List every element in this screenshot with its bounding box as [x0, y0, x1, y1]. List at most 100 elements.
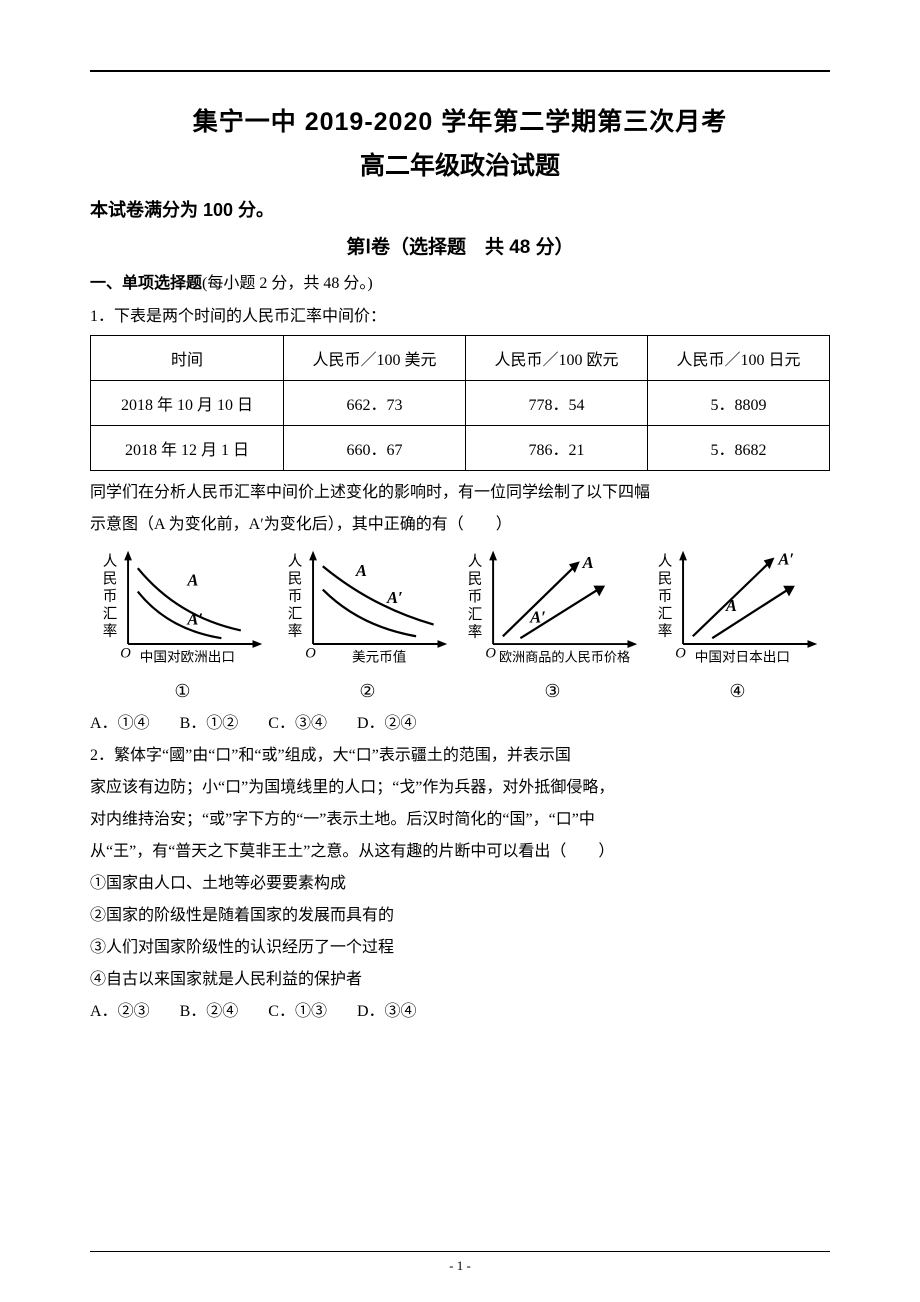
svg-text:欧洲商品的人民币价格: 欧洲商品的人民币价格 [499, 650, 630, 665]
q1-opt-c-text: ③④ [295, 715, 327, 732]
table-header: 人民币／100 欧元 [465, 336, 647, 381]
chart-1-svg: 人 民 币 汇 率 O A A′ 中国对欧洲出口 [95, 545, 270, 675]
svg-text:率: 率 [103, 623, 118, 640]
svg-text:中国对欧洲出口: 中国对欧洲出口 [140, 650, 235, 665]
chart-1: 人 民 币 汇 率 O A A′ 中国对欧洲出口 ① [90, 545, 275, 702]
svg-text:人: 人 [658, 553, 673, 570]
table-cell: 662．73 [283, 381, 465, 426]
svg-text:A: A [355, 561, 367, 580]
table-row: 2018 年 12 月 1 日 660．67 786．21 5．8682 [91, 426, 830, 471]
svg-text:人: 人 [288, 553, 303, 570]
table-row: 2018 年 10 月 10 日 662．73 778．54 5．8809 [91, 381, 830, 426]
chart-1-num: ① [174, 681, 190, 702]
title-main: 集宁一中 2019-2020 学年第二学期第三次月考 [90, 102, 830, 138]
svg-text:汇: 汇 [288, 606, 303, 623]
top-rule [90, 70, 830, 72]
q2-opt-d: D．③④ [357, 1003, 417, 1020]
svg-text:O: O [675, 646, 686, 662]
chart-2: 人 民 币 汇 率 O A A′ 美元币值 ② [275, 545, 460, 702]
svg-text:人: 人 [468, 553, 483, 570]
q1-opt-d: D．②④ [357, 715, 417, 732]
svg-text:O: O [305, 646, 316, 662]
q2-line: ②国家的阶级性是随着国家的发展而具有的 [90, 900, 830, 932]
q2-opt-b: B．②④ [180, 1003, 239, 1020]
q1-options: A．①④ B．①② C．③④ D．②④ [90, 708, 830, 740]
svg-text:A: A [725, 596, 737, 615]
table-header: 人民币／100 美元 [283, 336, 465, 381]
volume-heading: 第Ⅰ卷（选择题 共 48 分） [90, 232, 830, 259]
q1-opt-d-text: ②④ [385, 715, 417, 732]
table-cell: 2018 年 10 月 10 日 [91, 381, 284, 426]
q1-stem: 1．下表是两个时间的人民币汇率中间价： [90, 301, 830, 333]
svg-text:汇: 汇 [103, 606, 118, 623]
q2-opt-a-text: ②③ [118, 1003, 150, 1020]
q2-opt-c: C．①③ [268, 1003, 327, 1020]
svg-text:率: 率 [288, 623, 303, 640]
q2-opt-c-text: ①③ [295, 1003, 327, 1020]
chart-4-svg: 人 民 币 汇 率 O A′ A 中国对日本出口 [650, 545, 825, 675]
table-cell: 786．21 [465, 426, 647, 471]
chart-3-svg: 人 民 币 汇 率 O A A′ 欧洲商品的人民币价格 [460, 545, 645, 675]
svg-text:率: 率 [468, 623, 483, 640]
svg-text:中国对日本出口: 中国对日本出口 [695, 650, 790, 665]
charts-row: 人 民 币 汇 率 O A A′ 中国对欧洲出口 ① [90, 545, 830, 702]
svg-text:币: 币 [103, 588, 118, 605]
table-header-row: 时间 人民币／100 美元 人民币／100 欧元 人民币／100 日元 [91, 336, 830, 381]
q2-line: ④自古以来国家就是人民利益的保护者 [90, 964, 830, 996]
svg-text:民: 民 [103, 572, 118, 588]
q1-opt-b: B．①② [180, 715, 239, 732]
chart-4: 人 民 币 汇 率 O A′ A 中国对日本出口 ④ [645, 545, 830, 702]
q2-line: ③人们对国家阶级性的认识经历了一个过程 [90, 932, 830, 964]
section-heading-rest: (每小题 2 分，共 48 分。) [202, 275, 373, 292]
q2-options: A．②③ B．②④ C．①③ D．③④ [90, 996, 830, 1028]
table-header: 人民币／100 日元 [647, 336, 829, 381]
svg-text:A: A [186, 571, 198, 590]
chart-2-svg: 人 民 币 汇 率 O A A′ 美元币值 [280, 545, 455, 675]
table-cell: 2018 年 12 月 1 日 [91, 426, 284, 471]
table-cell: 5．8682 [647, 426, 829, 471]
svg-text:汇: 汇 [468, 606, 483, 623]
svg-text:A′: A′ [186, 610, 203, 629]
table-cell: 778．54 [465, 381, 647, 426]
svg-text:汇: 汇 [658, 606, 673, 623]
q2-line: 家应该有边防；小“口”为国境线里的人口；“戈”作为兵器，对外抵御侵略， [90, 772, 830, 804]
q2-line: 从“王”，有“普天之下莫非王土”之意。从这有趣的片断中可以看出（ ） [90, 836, 830, 868]
page-number: - 1 - [0, 1258, 920, 1274]
chart-2-num: ② [359, 681, 375, 702]
exam-page: 集宁一中 2019-2020 学年第二学期第三次月考 高二年级政治试题 本试卷满… [0, 0, 920, 1302]
svg-text:民: 民 [468, 572, 483, 588]
q1-opt-c: C．③④ [268, 715, 327, 732]
q1-opt-b-text: ①② [206, 715, 238, 732]
q1-opt-a: A．①④ [90, 715, 150, 732]
q1-after-1: 同学们在分析人民币汇率中间价上述变化的影响时，有一位同学绘制了以下四幅 [90, 477, 830, 509]
table-cell: 660．67 [283, 426, 465, 471]
table-cell: 5．8809 [647, 381, 829, 426]
q2-line: 对内维持治安；“或”字下方的“一”表示土地。后汉时简化的“国”，“口”中 [90, 804, 830, 836]
chart-3-num: ③ [544, 681, 560, 702]
svg-text:率: 率 [658, 623, 673, 640]
svg-text:A′: A′ [777, 549, 794, 568]
q2-opt-b-text: ②④ [206, 1003, 238, 1020]
svg-text:A′: A′ [386, 588, 403, 607]
svg-text:币: 币 [468, 588, 483, 605]
q1-after-2: 示意图（A 为变化前，A′为变化后），其中正确的有（ ） [90, 509, 830, 541]
q2-opt-a: A．②③ [90, 1003, 150, 1020]
full-marks: 本试卷满分为 100 分。 [90, 196, 830, 222]
q2-opt-d-text: ③④ [385, 1003, 417, 1020]
svg-text:人: 人 [103, 553, 118, 570]
section-heading: 一、单项选择题(每小题 2 分，共 48 分。) [90, 269, 830, 293]
chart-4-num: ④ [729, 681, 745, 702]
bottom-rule [90, 1251, 830, 1252]
svg-text:A: A [582, 553, 594, 572]
svg-text:币: 币 [288, 588, 303, 605]
section-heading-bold: 一、单项选择题 [90, 275, 202, 292]
q1-opt-a-text: ①④ [118, 715, 150, 732]
q2-line: 2．繁体字“國”由“口”和“或”组成，大“口”表示疆土的范围，并表示国 [90, 740, 830, 772]
svg-text:美元币值: 美元币值 [352, 650, 407, 665]
rate-table: 时间 人民币／100 美元 人民币／100 欧元 人民币／100 日元 2018… [90, 335, 830, 471]
svg-text:民: 民 [288, 572, 303, 588]
svg-text:O: O [120, 646, 131, 662]
chart-3: 人 民 币 汇 率 O A A′ 欧洲商品的人民币价格 ③ [460, 545, 645, 702]
title-sub: 高二年级政治试题 [90, 146, 830, 182]
table-header: 时间 [91, 336, 284, 381]
